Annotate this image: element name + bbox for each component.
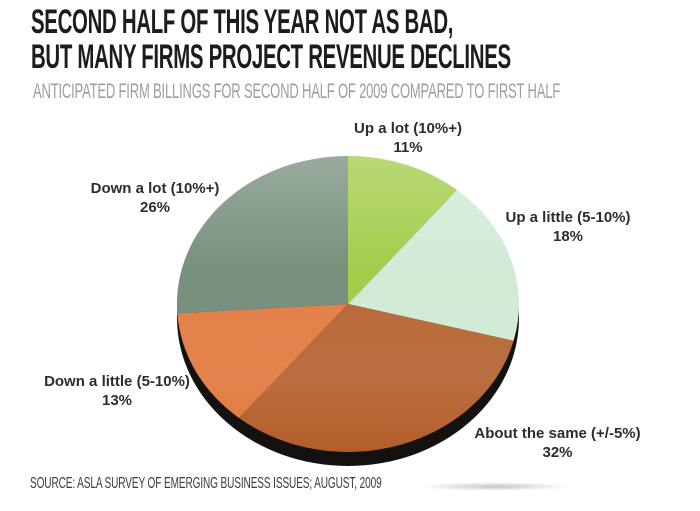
slice-label-value: 26% [139,198,171,216]
slice-label-value: 18% [552,227,584,245]
page-title: SECOND HALF OF THIS YEAR NOT AS BAD, BUT… [31,5,700,75]
slice-label-about-the-same: About the same (+/-5%) 32% [445,425,670,462]
slice-label-text: Up a lot (10%+) [354,120,462,137]
slice-label-down-a-lot: Down a lot (10%+) 26% [55,180,255,217]
source-note: SOURCE: ASLA SURVEY OF EMERGING BUSINESS… [30,475,382,492]
slice-label-value: 32% [542,443,573,461]
slice-label-value: 11% [393,138,423,156]
page-title-line-1: SECOND HALF OF THIS YEAR NOT AS BAD, [31,3,454,41]
slice-label-up-a-lot: Up a lot (10%+) 11% [308,120,508,157]
slice-label-text: About the same (+/-5%) [474,425,641,442]
pie-floor-reflection [420,482,570,491]
page-subtitle: ANTICIPATED FIRM BILLINGS FOR SECOND HAL… [33,80,561,103]
slice-label-value: 13% [101,391,133,409]
slice-label-text: Down a lot (10%+) [90,180,220,197]
slice-label-down-a-little: Down a little (5-10%) 13% [12,373,222,410]
slice-label-text: Down a little (5-10%) [44,373,190,390]
slice-label-up-a-little: Up a little (5-10%) 18% [468,209,668,246]
page-title-line-2: BUT MANY FIRMS PROJECT REVENUE DECLINES [31,38,511,76]
pie-gloss-highlight [177,156,519,452]
slice-label-text: Up a little (5-10%) [505,209,631,226]
